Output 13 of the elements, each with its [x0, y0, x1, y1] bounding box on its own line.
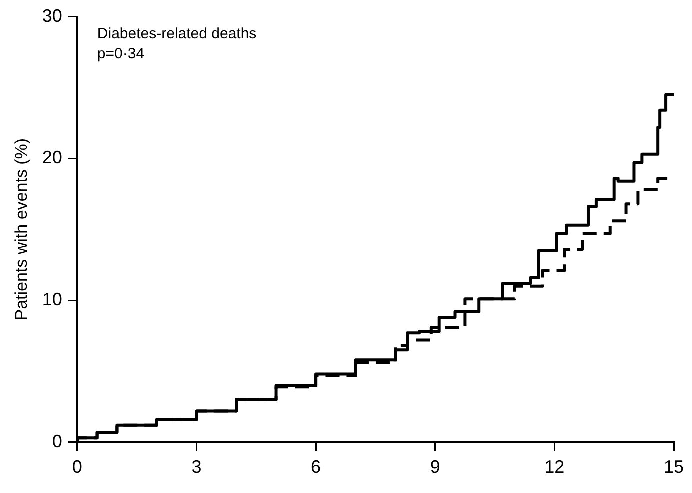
x-tick-label: 0 [72, 457, 82, 478]
x-tick-label: 3 [192, 457, 202, 478]
y-tick-label: 30 [42, 6, 62, 26]
x-tick-label: 9 [430, 457, 440, 478]
annotation: Diabetes-related deaths [97, 25, 257, 42]
x-tick-label: 15 [664, 457, 684, 478]
y-tick-label: 0 [52, 431, 62, 452]
y-tick-label: 20 [42, 148, 62, 168]
y-axis-title: Patients with events (%) [12, 138, 31, 321]
x-tick-label: 6 [311, 457, 322, 478]
annotation: p=0·34 [97, 45, 145, 62]
y-tick-label: 10 [42, 290, 62, 310]
x-tick-label: 12 [544, 457, 565, 478]
